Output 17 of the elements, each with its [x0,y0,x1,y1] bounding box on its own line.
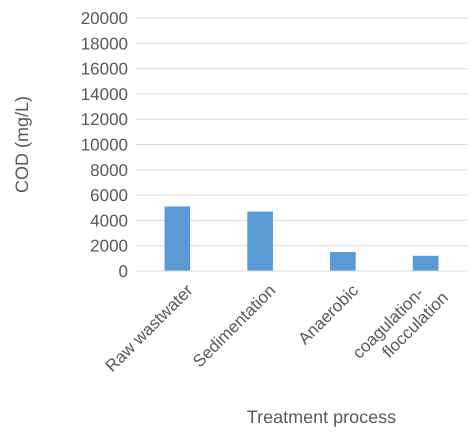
bar [247,212,273,271]
y-tick-label: 10000 [80,135,128,154]
bar [330,252,356,271]
bar [164,206,190,271]
y-tick-label: 4000 [90,211,128,230]
bar [412,256,438,271]
y-tick-label: 12000 [80,110,128,130]
y-tick-label: 2000 [90,236,128,256]
y-tick-label: 6000 [90,186,128,206]
y-tick-label: 18000 [80,34,128,54]
y-tick-label: 14000 [80,84,128,104]
y-tick-label: 16000 [80,60,128,79]
y-tick-label: 8000 [90,160,128,180]
y-tick-label: 20000 [80,8,128,28]
y-axis-title: COD (mg/L) [12,96,32,194]
x-axis-title: Treatment process [246,407,396,427]
y-tick-label: 0 [118,262,128,281]
